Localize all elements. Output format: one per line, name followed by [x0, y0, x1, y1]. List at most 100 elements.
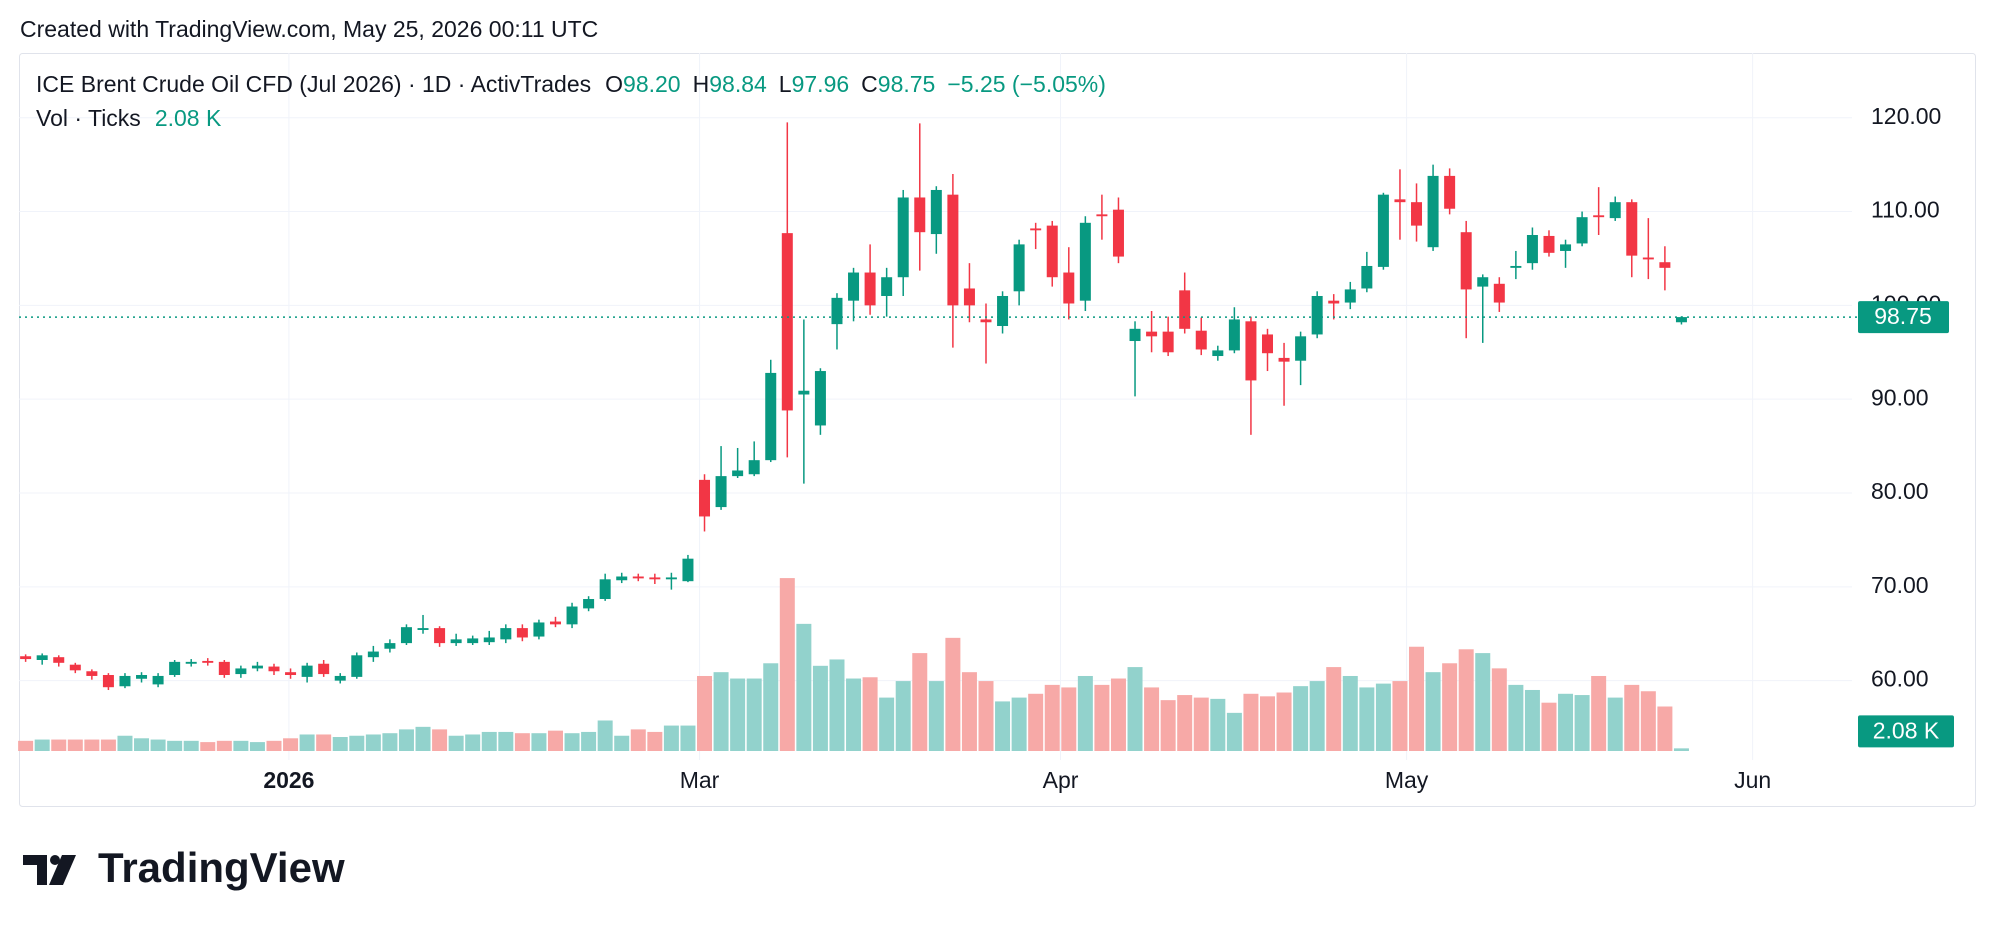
- candle-body: [169, 661, 181, 676]
- candle-body: [1493, 283, 1505, 303]
- candle-body: [1675, 317, 1687, 323]
- volume-bar: [663, 725, 679, 751]
- volume-bar: [547, 730, 563, 751]
- volume-bar: [216, 740, 232, 751]
- x-tick-label: 2026: [263, 767, 314, 793]
- candle-body: [715, 476, 727, 508]
- candle-body: [1013, 244, 1025, 292]
- y-tick-label: 120.00: [1871, 103, 1941, 129]
- volume-bar: [1110, 678, 1126, 751]
- candle-body: [367, 651, 379, 658]
- volume-bar: [1177, 695, 1193, 751]
- candle-body: [1593, 215, 1605, 218]
- candle-body: [682, 558, 694, 582]
- candle-body: [516, 628, 528, 638]
- volume-bar: [912, 653, 928, 751]
- candle-body: [1659, 262, 1671, 268]
- volume-bar: [1127, 667, 1143, 751]
- volume-bar: [365, 734, 381, 751]
- candle-body: [1195, 330, 1207, 350]
- volume-bar: [614, 735, 630, 751]
- candle-body: [467, 638, 479, 644]
- volume-bar: [928, 681, 944, 751]
- candle-body: [699, 479, 711, 517]
- volume-bar: [1673, 748, 1689, 751]
- brand: TradingView: [98, 844, 345, 891]
- candle-body: [1328, 300, 1340, 304]
- volume-bar: [1574, 695, 1590, 751]
- volume-bar: [1011, 697, 1027, 751]
- candle-body: [1444, 175, 1456, 209]
- h-label: H: [693, 71, 710, 97]
- symbol: ICE Brent Crude Oil CFD (Jul 2026) · 1D …: [36, 71, 591, 97]
- candle-body: [1112, 209, 1124, 257]
- volume-bar: [961, 672, 977, 751]
- candle-body: [632, 576, 644, 579]
- candle-body: [781, 233, 793, 411]
- candle-body: [814, 371, 826, 426]
- volume-bar: [283, 738, 299, 751]
- candle-body: [583, 599, 595, 609]
- volume-bar: [1061, 687, 1077, 751]
- volume-bar: [796, 623, 812, 751]
- candle-body: [732, 470, 744, 477]
- volume-bar: [1558, 693, 1574, 751]
- y-tick-label: 70.00: [1871, 572, 1929, 598]
- volume-bar: [862, 677, 878, 751]
- y-tick-label: 80.00: [1871, 478, 1929, 504]
- volume-bar: [1243, 693, 1259, 751]
- candle-body: [1079, 222, 1091, 301]
- volume-bar: [1226, 712, 1242, 751]
- candle-body: [1609, 202, 1621, 219]
- candle-body: [963, 288, 975, 306]
- candle-body: [1295, 336, 1307, 361]
- volume-bar: [448, 735, 464, 751]
- volume-bar: [382, 733, 398, 751]
- volume-bar: [349, 735, 365, 751]
- volume-bar: [117, 735, 133, 751]
- candle-body: [1245, 321, 1257, 381]
- candle-body: [1212, 350, 1224, 357]
- candle-body: [351, 655, 363, 677]
- volume-bar: [713, 672, 729, 751]
- volume-bar: [167, 740, 183, 751]
- volume-bar: [1276, 692, 1292, 751]
- candle-body: [417, 628, 429, 630]
- vol-label: Vol · Ticks: [36, 105, 141, 131]
- o-label: O: [605, 71, 623, 97]
- last-price-box: [1858, 301, 1949, 334]
- volume-bar: [697, 675, 713, 751]
- volume-bar: [647, 731, 663, 751]
- candle-body: [69, 664, 81, 671]
- volume-bar: [332, 737, 348, 751]
- volume-bar: [249, 742, 265, 751]
- candle-body: [1129, 328, 1141, 342]
- volume-bar: [1541, 702, 1557, 751]
- candle-body: [848, 272, 860, 301]
- volume-bar: [514, 733, 530, 751]
- candle-body: [86, 671, 98, 676]
- candle-body: [1411, 202, 1423, 226]
- volume-bar: [100, 739, 116, 751]
- candle-body: [251, 665, 263, 669]
- volume-bar: [299, 734, 315, 751]
- x-tick-label: Apr: [1043, 767, 1079, 793]
- volume-bar: [1409, 646, 1425, 751]
- volume-bar: [183, 740, 199, 751]
- candle-body: [119, 675, 131, 687]
- volume-bar: [995, 701, 1011, 751]
- volume-value-label: 2.08 K: [1873, 717, 1940, 743]
- volume-bar: [1508, 684, 1524, 751]
- candle-body: [765, 372, 777, 461]
- volume-bar: [1342, 675, 1358, 751]
- volume-bar: [1044, 684, 1060, 751]
- y-tick-label: 60.00: [1871, 666, 1929, 692]
- candle-body: [483, 637, 495, 643]
- candle-body: [1526, 235, 1538, 264]
- candle-body: [864, 272, 876, 306]
- volume-bar: [1657, 706, 1673, 751]
- volume-bar: [1442, 663, 1458, 751]
- volume-bar: [879, 697, 895, 751]
- volume-bar: [84, 739, 100, 751]
